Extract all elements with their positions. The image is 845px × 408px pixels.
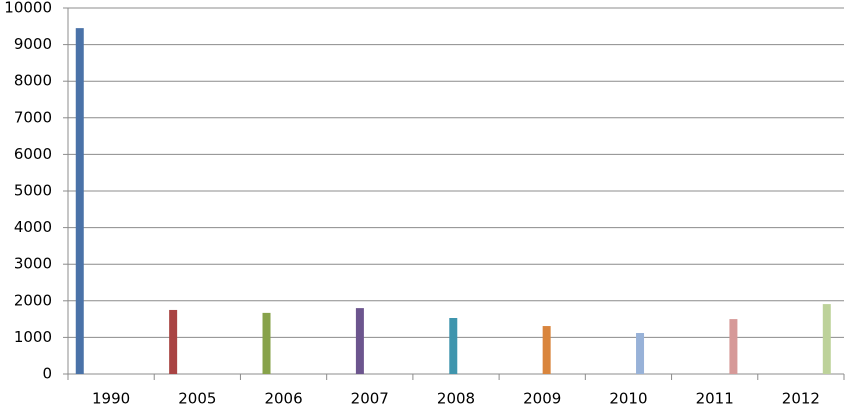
y-tick-label: 7000 — [14, 108, 52, 126]
x-tick-label: 2011 — [696, 390, 734, 408]
x-tick-label: 2008 — [437, 390, 475, 408]
x-tick-label: 1990 — [92, 390, 130, 408]
x-tick-label: 2006 — [264, 390, 302, 408]
bar — [355, 308, 364, 374]
y-tick-label: 3000 — [14, 255, 52, 273]
bar — [822, 304, 831, 374]
x-tick-label: 2009 — [523, 390, 561, 408]
y-tick-label: 10000 — [4, 0, 52, 17]
bar — [169, 309, 178, 374]
bar — [729, 319, 738, 374]
y-tick-label: 6000 — [14, 145, 52, 163]
y-tick-label: 1000 — [14, 328, 52, 346]
x-tick-label: 2010 — [609, 390, 647, 408]
y-tick-label: 8000 — [14, 72, 52, 90]
y-tick-label: 4000 — [14, 218, 52, 236]
bar — [449, 318, 458, 374]
y-tick-label: 0 — [42, 365, 52, 383]
bar — [262, 312, 271, 374]
y-tick-label: 5000 — [14, 182, 52, 200]
y-tick-label: 2000 — [14, 291, 52, 309]
x-tick-label: 2012 — [782, 390, 820, 408]
bar — [636, 333, 645, 374]
x-tick-label: 2007 — [351, 390, 389, 408]
bar — [75, 28, 84, 374]
y-tick-label: 9000 — [14, 35, 52, 53]
x-tick-label: 2005 — [178, 390, 216, 408]
bar — [542, 326, 551, 374]
